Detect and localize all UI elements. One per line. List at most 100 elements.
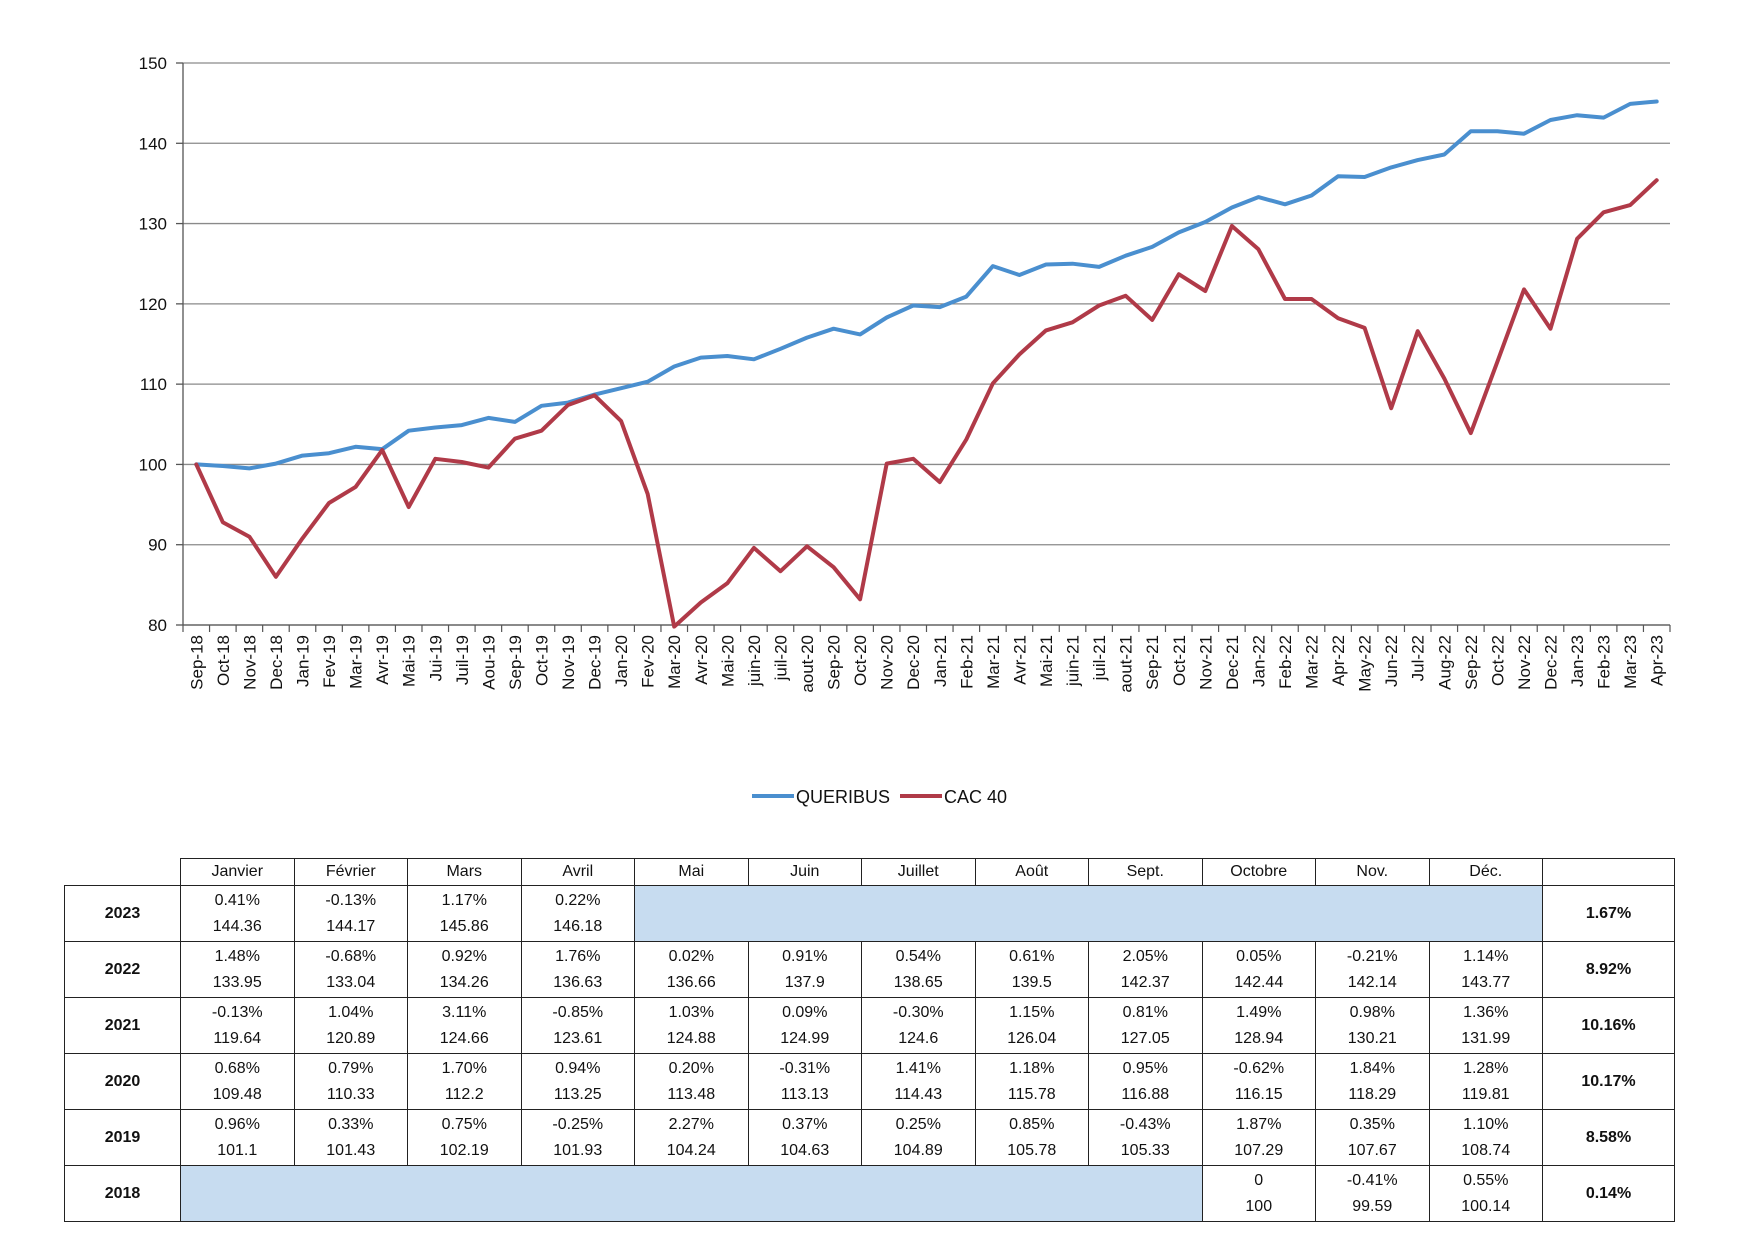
month-value-cell: -0.21% 142.14 — [1315, 941, 1430, 998]
month-value-cell: 0.94% 113.25 — [520, 1053, 635, 1110]
x-tick-label: Dec-19 — [586, 635, 605, 690]
index-value: 142.14 — [1347, 973, 1397, 991]
month-value-cell: 0.96% 101.1 — [180, 1109, 295, 1166]
monthly-change: 1.14% — [1463, 947, 1509, 965]
monthly-change: 0.85% — [1009, 1115, 1055, 1133]
index-value: 138.65 — [893, 973, 943, 991]
monthly-change: 0.81% — [1122, 1003, 1168, 1021]
monthly-change: -0.41% — [1346, 1171, 1398, 1189]
month-value-cell: 0.41% 144.36 — [180, 885, 295, 942]
gridlines — [183, 62, 1670, 626]
month-value-cell: -0.43% 105.33 — [1088, 1109, 1203, 1166]
index-value: 113.13 — [780, 1085, 829, 1103]
index-value: 99.59 — [1352, 1197, 1393, 1215]
monthly-change: 1.76% — [555, 947, 601, 965]
monthly-change: 0.68% — [214, 1059, 260, 1077]
index-value: 124.6 — [898, 1029, 939, 1047]
index-value: 115.78 — [1007, 1085, 1056, 1103]
index-value: 142.44 — [1234, 973, 1284, 991]
monthly-change: -0.25% — [552, 1115, 604, 1133]
annual-total-cell: 10.16% — [1542, 997, 1675, 1054]
monthly-change: 0.75% — [441, 1115, 487, 1133]
month-value-cell: 1.84% 118.29 — [1315, 1053, 1430, 1110]
month-value-cell: 0.55% 100.14 — [1428, 1165, 1543, 1222]
x-tick-label: Jun-22 — [1382, 635, 1401, 687]
table-row: 2020 0.68% 109.48 0.79% 110.33 1.70% 112.2 0.94… — [64, 1053, 1675, 1110]
x-tick-label: Dec-20 — [904, 635, 923, 690]
month-value-cell: 1.18% 115.78 — [974, 1053, 1089, 1110]
y-tick-labels: 80 90 100 110 120 130 140 150 — [139, 54, 167, 635]
x-tick-label: juil-20 — [771, 635, 790, 681]
index-value: 112.2 — [444, 1085, 484, 1103]
month-value-cell: 0.91% 137.9 — [747, 941, 862, 998]
monthly-change: 1.49% — [1236, 1003, 1282, 1021]
y-tick-label: 130 — [139, 215, 167, 234]
table-row: 2023 0.41% 144.36 -0.13% 144.17 1.17% 145.86 0.… — [64, 885, 1675, 942]
x-tick-label: juin-20 — [745, 635, 764, 687]
index-value: 142.37 — [1120, 973, 1170, 991]
monthly-change: 0.22% — [555, 891, 601, 909]
index-value: 124.88 — [666, 1029, 716, 1047]
table-row: 2021 -0.13% 119.64 1.04% 120.89 3.11% 124.66 -0… — [64, 997, 1675, 1054]
x-tick-label: Dec-18 — [267, 635, 286, 690]
monthly-change: 0.54% — [895, 947, 941, 965]
x-tick-label: Sep-21 — [1143, 635, 1162, 690]
month-header: Sept. — [1088, 858, 1203, 886]
x-tick-label: Feb-21 — [957, 635, 976, 689]
index-value: 105.33 — [1120, 1141, 1170, 1159]
monthly-change: 1.04% — [328, 1003, 374, 1021]
monthly-change: 1.10% — [1463, 1115, 1509, 1133]
y-tick-label: 110 — [140, 375, 167, 394]
index-value: 114.43 — [894, 1085, 943, 1103]
month-value-cell: -0.85% 123.61 — [520, 997, 635, 1054]
x-tick-label: Oct-20 — [851, 635, 870, 686]
index-value: 105.78 — [1007, 1141, 1057, 1159]
x-tick-label: Sep-18 — [187, 635, 206, 690]
x-tick-label: Dec-21 — [1223, 635, 1242, 690]
x-tick-label: Aou-19 — [479, 635, 498, 690]
month-value-cell: 1.04% 120.89 — [293, 997, 408, 1054]
year-cell: 2019 — [64, 1109, 181, 1166]
month-value-cell: 1.10% 108.74 — [1428, 1109, 1543, 1166]
x-tick-label: Mai-21 — [1037, 635, 1056, 687]
monthly-change: 0.91% — [782, 947, 828, 965]
month-value-cell: -0.41% 99.59 — [1315, 1165, 1430, 1222]
month-value-cell: 0 100 — [1201, 1165, 1316, 1222]
index-value: 143.77 — [1461, 973, 1511, 991]
series-line-queribus — [194, 99, 1659, 471]
x-tick-label: Jui-19 — [426, 635, 445, 681]
x-tick-label: Aug-22 — [1435, 635, 1454, 690]
index-value: 104.24 — [666, 1141, 716, 1159]
monthly-performance-table: Janvier Février Mars Avril Mai Juin Juillet Aoû… — [64, 858, 1675, 1222]
month-value-cell: 1.41% 114.43 — [861, 1053, 976, 1110]
x-tick-label: aout-21 — [1117, 635, 1136, 693]
monthly-change: 0.94% — [555, 1059, 601, 1077]
y-tick-label: 140 — [139, 134, 167, 153]
x-tick-label: aout-20 — [798, 635, 817, 693]
x-tick-label: Jan-19 — [293, 635, 312, 687]
x-tick-label: Mai-19 — [400, 635, 419, 687]
monthly-change: 0.96% — [214, 1115, 260, 1133]
annual-total-cell: 1.67% — [1542, 885, 1675, 942]
x-tick-label: Jan-22 — [1249, 635, 1268, 687]
index-value: 127.05 — [1120, 1029, 1170, 1047]
month-value-cell: -0.13% 144.17 — [293, 885, 408, 942]
monthly-change: -0.85% — [552, 1003, 604, 1021]
index-value: 101.93 — [553, 1141, 603, 1159]
year-cell: 2023 — [64, 885, 181, 942]
monthly-change: 0.92% — [441, 947, 487, 965]
monthly-change: -0.13% — [325, 891, 377, 909]
monthly-change: 1.15% — [1009, 1003, 1055, 1021]
monthly-change: 1.48% — [214, 947, 260, 965]
axes — [176, 62, 1671, 632]
month-header: Août — [974, 858, 1089, 886]
month-value-cell: 1.70% 112.2 — [407, 1053, 522, 1110]
header-corner — [64, 858, 181, 886]
index-value: 131.99 — [1461, 1029, 1511, 1047]
month-value-cell: 0.05% 142.44 — [1201, 941, 1316, 998]
monthly-change: 1.87% — [1236, 1115, 1282, 1133]
empty-period-cell — [634, 885, 1543, 942]
monthly-change: 1.84% — [1349, 1059, 1395, 1077]
index-value: 145.86 — [439, 917, 489, 935]
monthly-change: 0.25% — [895, 1115, 941, 1133]
